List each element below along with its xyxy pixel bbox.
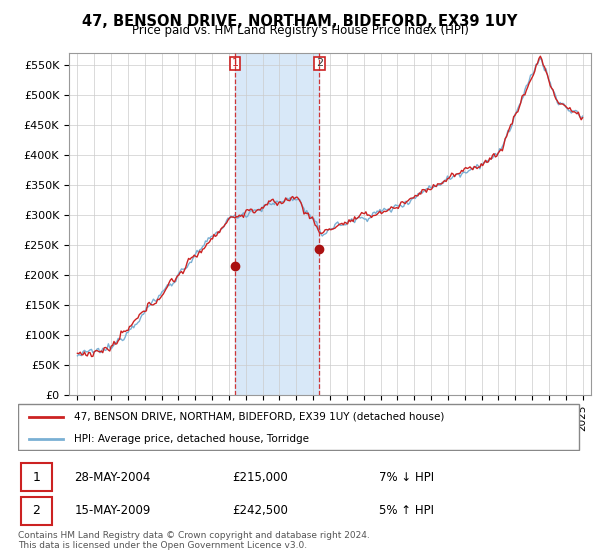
- Text: £242,500: £242,500: [232, 504, 288, 517]
- Text: 5% ↑ HPI: 5% ↑ HPI: [379, 504, 434, 517]
- Text: 2: 2: [32, 504, 40, 517]
- Text: Price paid vs. HM Land Registry's House Price Index (HPI): Price paid vs. HM Land Registry's House …: [131, 24, 469, 37]
- Text: 1: 1: [32, 470, 40, 484]
- Text: 47, BENSON DRIVE, NORTHAM, BIDEFORD, EX39 1UY (detached house): 47, BENSON DRIVE, NORTHAM, BIDEFORD, EX3…: [74, 412, 445, 422]
- Text: 47, BENSON DRIVE, NORTHAM, BIDEFORD, EX39 1UY: 47, BENSON DRIVE, NORTHAM, BIDEFORD, EX3…: [82, 14, 518, 29]
- FancyBboxPatch shape: [21, 497, 52, 525]
- Text: 7% ↓ HPI: 7% ↓ HPI: [379, 470, 434, 484]
- FancyBboxPatch shape: [18, 404, 579, 450]
- Text: 2: 2: [316, 58, 323, 68]
- FancyBboxPatch shape: [21, 463, 52, 491]
- Text: 28-MAY-2004: 28-MAY-2004: [74, 470, 151, 484]
- Text: £215,000: £215,000: [232, 470, 288, 484]
- Text: Contains HM Land Registry data © Crown copyright and database right 2024.: Contains HM Land Registry data © Crown c…: [18, 531, 370, 540]
- Text: 1: 1: [232, 58, 239, 68]
- Text: This data is licensed under the Open Government Licence v3.0.: This data is licensed under the Open Gov…: [18, 541, 307, 550]
- Text: 15-MAY-2009: 15-MAY-2009: [74, 504, 151, 517]
- Bar: [235, 53, 319, 395]
- Text: HPI: Average price, detached house, Torridge: HPI: Average price, detached house, Torr…: [74, 434, 310, 444]
